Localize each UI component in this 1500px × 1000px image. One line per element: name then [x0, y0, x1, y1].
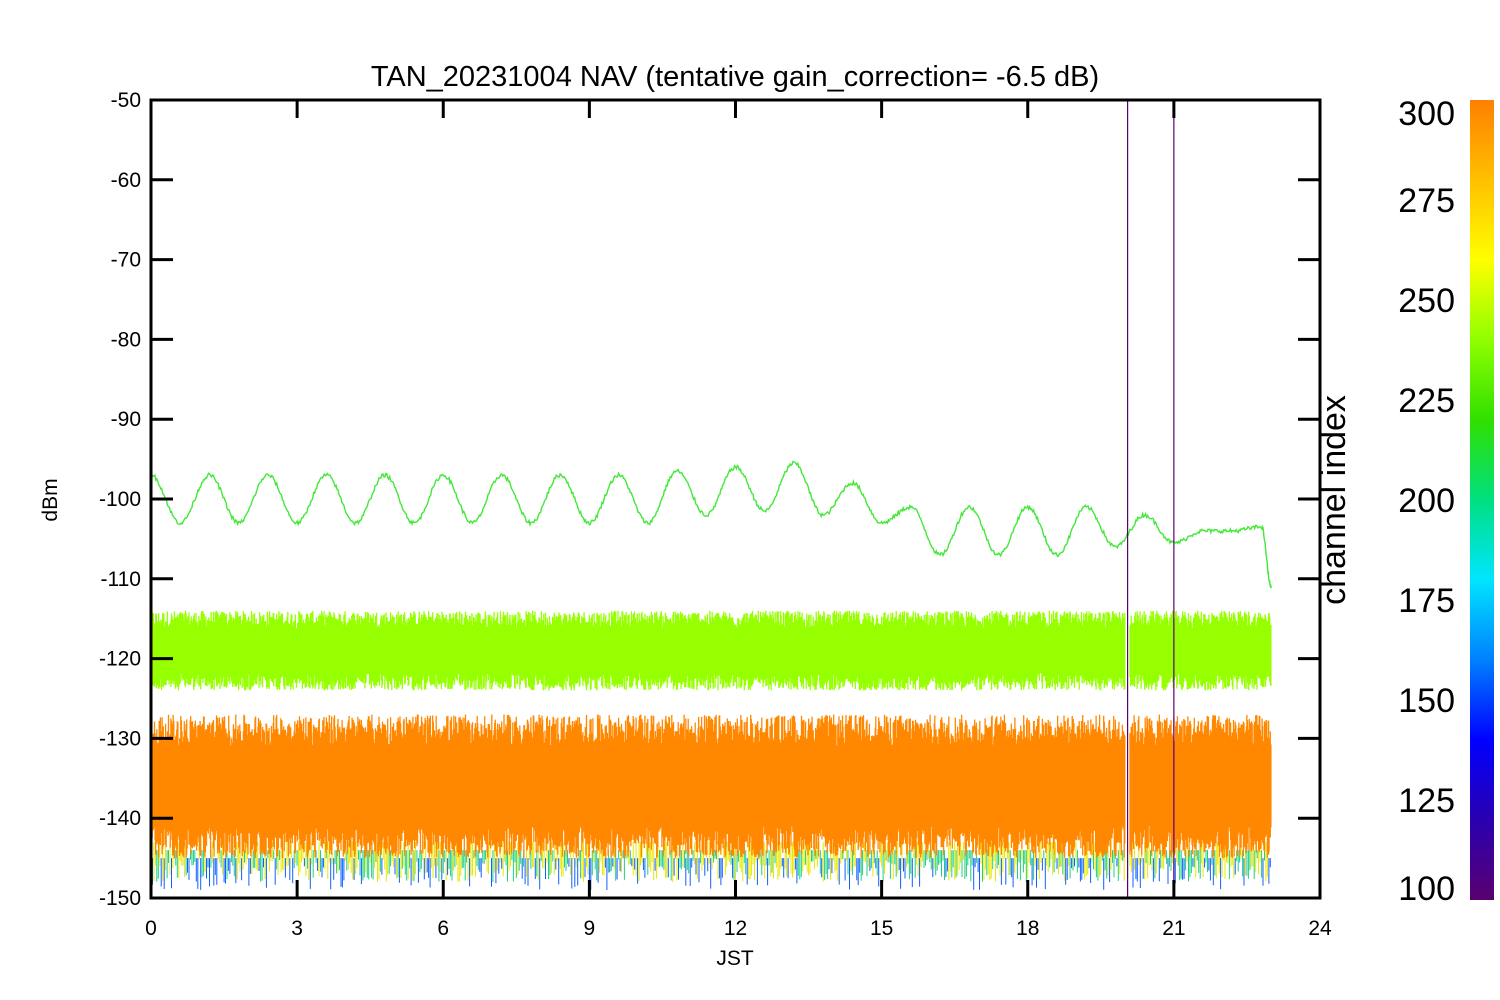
series-line-0 [151, 460, 1272, 589]
colorbar [1470, 100, 1494, 900]
plot-area [151, 100, 1272, 898]
colorbar-tick-label-5: 225 [1398, 382, 1455, 420]
noise-fringe-green [151, 850, 1265, 882]
colorbar-label: channel index [1315, 395, 1353, 605]
y-axis-label: dBm [39, 478, 62, 521]
x-tick-label-1: 3 [291, 917, 303, 940]
x-tick-label-7: 21 [1162, 917, 1185, 940]
colorbar-tick-label-0: 100 [1398, 870, 1455, 908]
colorbar-tick-label-2: 150 [1398, 682, 1455, 720]
colorbar-tick-label-1: 125 [1398, 782, 1455, 820]
series-band-1 [151, 610, 1272, 691]
colorbar-tick-label-8: 300 [1398, 95, 1455, 133]
y-tick-label-6: -110 [101, 568, 141, 591]
x-axis-label: JST [716, 947, 754, 970]
colorbar-tick-label-7: 275 [1398, 182, 1455, 220]
chart-title: TAN_20231004 NAV (tentative gain_correct… [371, 61, 1099, 93]
x-tick-label-0: 0 [145, 917, 157, 940]
y-tick-label-4: -90 [111, 408, 141, 431]
colorbar-tick-label-3: 175 [1398, 582, 1455, 620]
y-tick-label-1: -60 [111, 169, 141, 192]
series-band-2 [151, 714, 1272, 859]
colorbar-ticks: 100 125 150 175 200 225 250 275 300 [1398, 95, 1455, 908]
x-tick-label-3: 9 [584, 917, 596, 940]
colorbar-tick-label-6: 250 [1398, 282, 1455, 320]
x-tick-label-2: 6 [437, 917, 449, 940]
x-axis: 0 3 6 9 12 15 18 21 24 [145, 100, 1332, 940]
y-axis: -50 -60 -70 -80 -90 -100 -110 -120 -130 -140 -150 [99, 89, 1320, 910]
y-tick-label-0: -50 [111, 89, 141, 112]
x-tick-label-6: 18 [1016, 917, 1039, 940]
x-tick-label-4: 12 [724, 917, 747, 940]
y-tick-label-7: -120 [99, 648, 141, 671]
y-tick-label-9: -140 [99, 807, 141, 830]
y-tick-label-2: -70 [111, 249, 141, 272]
y-tick-label-10: -150 [99, 887, 141, 910]
x-tick-label-8: 24 [1308, 917, 1332, 940]
y-tick-label-8: -130 [99, 727, 141, 750]
y-tick-label-5: -100 [99, 488, 141, 511]
x-tick-label-5: 15 [870, 917, 893, 940]
y-tick-label-3: -80 [111, 328, 141, 351]
colorbar-tick-label-4: 200 [1398, 482, 1455, 520]
